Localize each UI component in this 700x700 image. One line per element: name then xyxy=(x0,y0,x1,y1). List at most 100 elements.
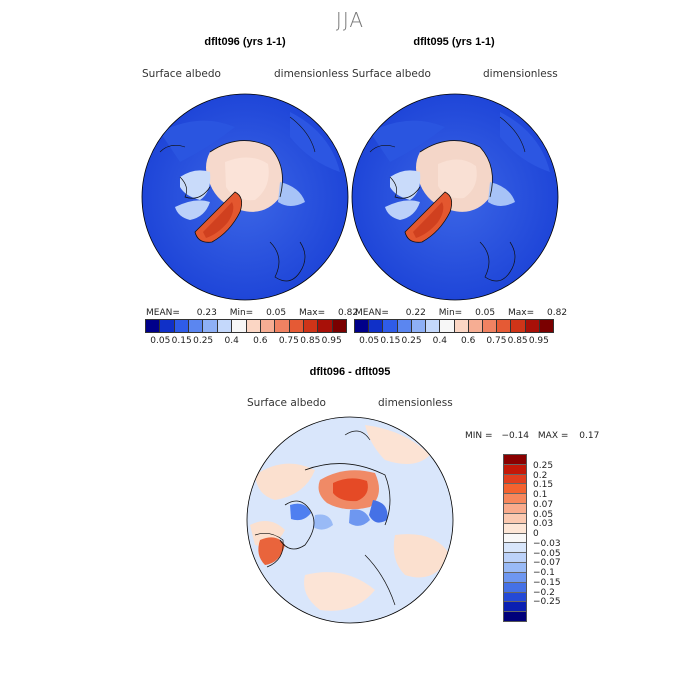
panel-1-stats: MEAN= 0.23 Min= 0.05 Max= 0.82 xyxy=(146,308,358,318)
panel-1-min-label: Min= xyxy=(229,308,254,318)
panel-2-title: dflt095 (yrs 1-1) xyxy=(413,36,495,48)
colorbar-swatch xyxy=(355,320,370,332)
colorbar-tick-label: 0.75 xyxy=(486,336,507,346)
colorbar-tick-label: 0.4 xyxy=(432,336,448,346)
colorbar-tick-label: 0.75 xyxy=(278,336,299,346)
panel-2-colorbar xyxy=(354,319,554,333)
diff-colorbar xyxy=(503,454,527,622)
diff-min-value: −0.14 xyxy=(501,431,530,441)
colorbar-tick-label: −0.07 xyxy=(533,558,561,569)
colorbar-swatch xyxy=(454,320,469,332)
colorbar-tick-label: −0.25 xyxy=(533,597,561,608)
colorbar-swatch xyxy=(246,320,261,332)
colorbar-swatch xyxy=(426,320,441,332)
colorbar-tick-label: 0.2 xyxy=(533,470,548,481)
panel-1-mean-value: 0.23 xyxy=(196,308,217,318)
panel-1-max-label: Max= xyxy=(299,308,326,318)
colorbar-swatch xyxy=(504,533,526,544)
colorbar-swatch xyxy=(332,320,347,332)
colorbar-tick-label: −0.15 xyxy=(533,577,561,588)
colorbar-swatch xyxy=(539,320,554,332)
panel-1-colorbar xyxy=(145,319,347,333)
colorbar-swatch xyxy=(440,320,455,332)
colorbar-swatch xyxy=(303,320,319,332)
colorbar-tick-label: 0.15 xyxy=(533,480,554,491)
colorbar-swatch xyxy=(504,592,526,603)
colorbar-swatch xyxy=(160,320,175,332)
colorbar-swatch xyxy=(504,543,526,554)
diff-panel-stats: MIN = −0.14 MAX = 0.17 xyxy=(465,431,599,441)
colorbar-swatch xyxy=(504,523,526,534)
panel-2-min-label: Min= xyxy=(438,308,463,318)
panel-2-polar-map xyxy=(351,93,559,301)
colorbar-tick-label: 0.1 xyxy=(533,490,548,501)
panel-2-mean-label: MEAN= xyxy=(355,308,389,318)
colorbar-swatch xyxy=(504,602,526,613)
colorbar-tick-label: −0.1 xyxy=(533,568,555,579)
colorbar-swatch xyxy=(504,464,526,475)
colorbar-swatch xyxy=(504,563,526,573)
diff-max-label: MAX = xyxy=(537,431,569,441)
colorbar-swatch xyxy=(217,320,233,332)
diff-panel-units: dimensionless xyxy=(378,397,453,409)
colorbar-swatch xyxy=(468,320,483,332)
panel-1-max-value: 0.82 xyxy=(338,308,359,318)
panel-1-polar-map xyxy=(141,93,349,301)
panel-2-stats: MEAN= 0.22 Min= 0.05 Max= 0.82 xyxy=(355,308,567,318)
diff-polar-map xyxy=(246,416,454,624)
colorbar-tick-label: −0.2 xyxy=(533,587,555,598)
panel-1-units: dimensionless xyxy=(274,68,349,80)
colorbar-tick-label: 0.85 xyxy=(507,336,528,346)
colorbar-swatch xyxy=(504,513,526,524)
colorbar-tick-label: 0 xyxy=(533,529,539,540)
colorbar-swatch xyxy=(482,320,498,332)
colorbar-swatch xyxy=(504,494,526,505)
colorbar-swatch xyxy=(504,455,526,465)
colorbar-swatch xyxy=(174,320,190,332)
colorbar-swatch xyxy=(260,320,276,332)
colorbar-swatch xyxy=(504,572,526,583)
colorbar-swatch xyxy=(369,320,384,332)
colorbar-tick-label: 0.07 xyxy=(533,499,554,510)
diff-min-label: MIN = xyxy=(465,431,493,441)
diff-colorbar-ticks: 0.25 0.2 0.15 0.1 0.07 0.05 0.03 0 −0.03 −0.05 −0.… xyxy=(533,455,593,621)
diff-panel-variable: Surface albedo xyxy=(247,397,326,409)
colorbar-swatch xyxy=(504,582,526,593)
colorbar-swatch xyxy=(289,320,304,332)
colorbar-tick-label: 0.6 xyxy=(460,336,476,346)
colorbar-swatch xyxy=(383,320,398,332)
colorbar-tick-label: 0.85 xyxy=(300,336,321,346)
panel-2-max-value: 0.82 xyxy=(547,308,568,318)
colorbar-tick-label: 0.05 xyxy=(150,336,171,346)
colorbar-swatch xyxy=(318,320,333,332)
colorbar-swatch xyxy=(146,320,161,332)
colorbar-tick-label: 0.95 xyxy=(528,336,549,346)
panel-1-title: dflt096 (yrs 1-1) xyxy=(204,36,286,48)
colorbar-swatch xyxy=(397,320,412,332)
panel-2-mean-value: 0.22 xyxy=(405,308,426,318)
diff-max-value: 0.17 xyxy=(579,431,600,441)
colorbar-swatch xyxy=(497,320,512,332)
colorbar-swatch xyxy=(504,553,526,564)
colorbar-swatch xyxy=(504,484,526,495)
panel-2-min-value: 0.05 xyxy=(475,308,496,318)
panel-1-min-value: 0.05 xyxy=(266,308,287,318)
panel-2-colorbar-ticks: 0.05 0.15 0.25 0.4 0.6 0.75 0.85 0.95 xyxy=(355,336,553,348)
colorbar-swatch xyxy=(232,320,247,332)
colorbar-swatch xyxy=(275,320,290,332)
colorbar-tick-label: 0.25 xyxy=(193,336,214,346)
season-title: JJA xyxy=(335,8,365,32)
panel-2-units: dimensionless xyxy=(483,68,558,80)
colorbar-tick-label: 0.25 xyxy=(533,460,554,471)
colorbar-tick-label: −0.05 xyxy=(533,548,561,559)
panel-1-variable: Surface albedo xyxy=(142,68,221,80)
colorbar-tick-label: 0.05 xyxy=(359,336,380,346)
colorbar-tick-label: 0.4 xyxy=(224,336,239,346)
colorbar-swatch xyxy=(504,504,526,514)
colorbar-tick-label: 0.05 xyxy=(533,509,554,520)
panel-2-max-label: Max= xyxy=(508,308,535,318)
colorbar-tick-label: 0.6 xyxy=(253,336,268,346)
colorbar-tick-label: 0.15 xyxy=(171,336,192,346)
colorbar-swatch xyxy=(203,320,218,332)
panel-1-colorbar-ticks: 0.05 0.15 0.25 0.4 0.6 0.75 0.85 0.95 xyxy=(146,336,346,348)
